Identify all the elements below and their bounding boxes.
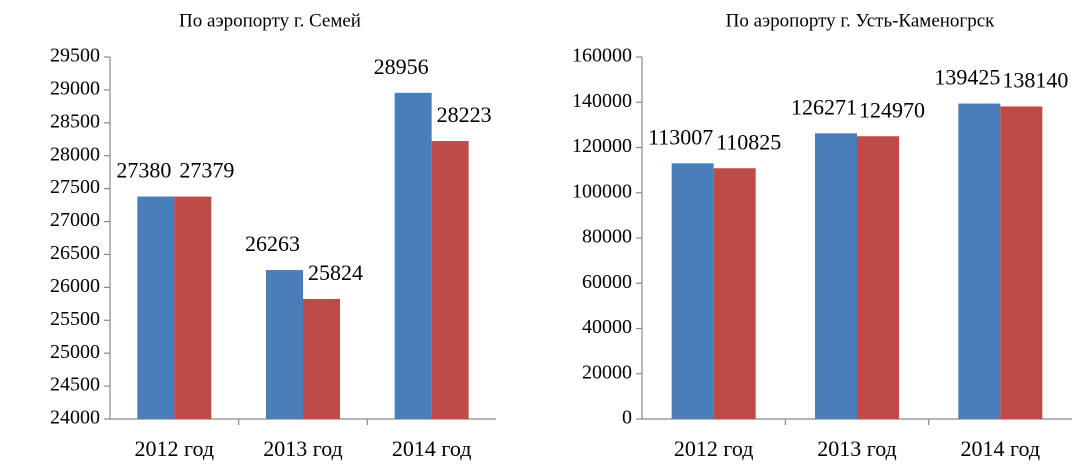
- y-tick-label: 160000: [572, 45, 632, 67]
- data-label: 25824: [308, 260, 363, 285]
- y-tick-label: 40000: [582, 316, 632, 338]
- y-tick-label: 29000: [50, 78, 100, 100]
- y-tick-label: 25500: [50, 308, 100, 330]
- y-tick-label: 0: [622, 407, 632, 429]
- chart-title: По аэропорту г. Усть-Каменогрск: [726, 10, 996, 31]
- bar: [137, 196, 175, 419]
- x-tick-label: 2012 год: [674, 436, 754, 461]
- y-tick-label: 28000: [50, 143, 100, 165]
- y-tick-label: 29500: [50, 45, 100, 67]
- data-label: 124970: [859, 97, 925, 122]
- x-tick-label: 2014 год: [392, 436, 472, 461]
- y-tick-label: 120000: [572, 135, 632, 157]
- data-label: 28956: [374, 54, 429, 79]
- bar: [857, 136, 899, 419]
- data-label: 26263: [245, 231, 300, 256]
- bar: [303, 298, 340, 419]
- bar: [671, 163, 714, 419]
- data-label: 139425: [934, 65, 1000, 90]
- x-tick-label: 2014 год: [961, 436, 1041, 461]
- bar: [174, 196, 212, 419]
- y-tick-label: 100000: [572, 180, 632, 202]
- data-label: 113007: [648, 124, 713, 149]
- data-label: 126271: [791, 94, 857, 119]
- y-tick-label: 28500: [50, 110, 100, 132]
- bar: [815, 133, 857, 419]
- y-tick-label: 24000: [50, 407, 100, 429]
- x-tick-label: 2012 год: [135, 436, 215, 461]
- y-tick-label: 25000: [50, 341, 100, 363]
- y-tick-label: 26000: [50, 275, 100, 297]
- x-tick-label: 2013 год: [817, 436, 897, 461]
- y-tick-label: 27000: [50, 209, 100, 231]
- data-label: 28223: [437, 102, 492, 127]
- y-tick-label: 24500: [50, 374, 100, 396]
- chart-title: По аэропорту г. Семей: [179, 10, 361, 31]
- y-tick-label: 20000: [582, 361, 632, 383]
- bar: [266, 270, 303, 419]
- bar: [431, 141, 469, 420]
- bar: [394, 92, 432, 420]
- x-tick-label: 2013 год: [263, 436, 343, 461]
- y-tick-label: 60000: [582, 271, 632, 293]
- y-tick-label: 27500: [50, 176, 100, 198]
- data-label: 110825: [716, 129, 781, 154]
- bar: [713, 168, 756, 419]
- data-label: 27380: [116, 158, 171, 183]
- y-tick-label: 140000: [572, 90, 632, 112]
- data-label: 27379: [179, 158, 234, 183]
- y-tick-label: 26500: [50, 242, 100, 264]
- bar: [958, 103, 1001, 419]
- y-tick-label: 80000: [582, 226, 632, 248]
- bar: [1000, 106, 1043, 419]
- data-label: 138140: [1002, 68, 1068, 93]
